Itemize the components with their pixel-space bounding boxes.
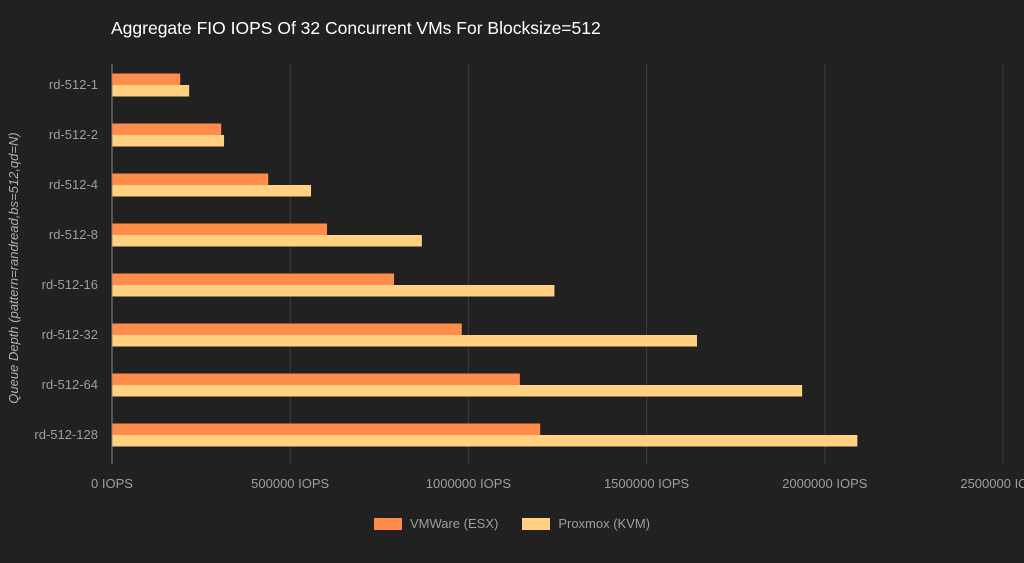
x-tick-label: 2000000 IOPS (782, 476, 868, 491)
x-tick-label: 1000000 IOPS (426, 476, 512, 491)
legend-item-vmware[interactable]: VMWare (ESX) (373, 516, 499, 531)
y-tick-label: rd-512-2 (49, 127, 98, 142)
y-axis-label: Queue Depth (pattern=randread,bs=512,qd=… (6, 132, 21, 403)
y-tick-label: rd-512-64 (42, 377, 98, 392)
bar-vmware (112, 73, 181, 85)
legend-item-proxmox[interactable]: Proxmox (KVM) (522, 516, 650, 531)
bar-vmware (112, 173, 269, 185)
bar-proxmox (112, 135, 225, 147)
bar-proxmox (112, 335, 697, 347)
bar-vmware (112, 373, 520, 385)
y-tick-label: rd-512-8 (49, 227, 98, 242)
bar-vmware (112, 273, 395, 285)
bar-vmware (112, 223, 328, 235)
x-tick-label: 1500000 IOPS (604, 476, 690, 491)
x-tick-label: 2500000 IOPS (960, 476, 1024, 491)
legend-swatch-vmware (373, 517, 402, 530)
legend: VMWare (ESX) Proxmox (KVM) (0, 516, 1024, 531)
bar-proxmox (112, 385, 803, 397)
y-tick-label: rd-512-4 (49, 177, 98, 192)
bar-vmware (112, 423, 541, 435)
x-tick-label: 500000 IOPS (251, 476, 329, 491)
bar-proxmox (112, 185, 312, 197)
legend-swatch-proxmox (522, 517, 551, 530)
legend-label-proxmox: Proxmox (KVM) (558, 516, 651, 531)
y-tick-label: rd-512-1 (49, 77, 98, 92)
chart-title: Aggregate FIO IOPS Of 32 Concurrent VMs … (111, 18, 601, 38)
bar-proxmox (112, 235, 422, 247)
y-tick-label: rd-512-16 (42, 277, 98, 292)
bar-proxmox (112, 285, 555, 297)
y-tick-label: rd-512-32 (42, 327, 98, 342)
bar-proxmox (112, 435, 858, 447)
y-tick-label: rd-512-128 (34, 427, 98, 442)
bar-proxmox (112, 85, 190, 97)
x-tick-label: 0 IOPS (91, 476, 133, 491)
legend-label-vmware: VMWare (ESX) (409, 516, 499, 531)
bar-vmware (112, 323, 462, 335)
bar-vmware (112, 123, 222, 135)
